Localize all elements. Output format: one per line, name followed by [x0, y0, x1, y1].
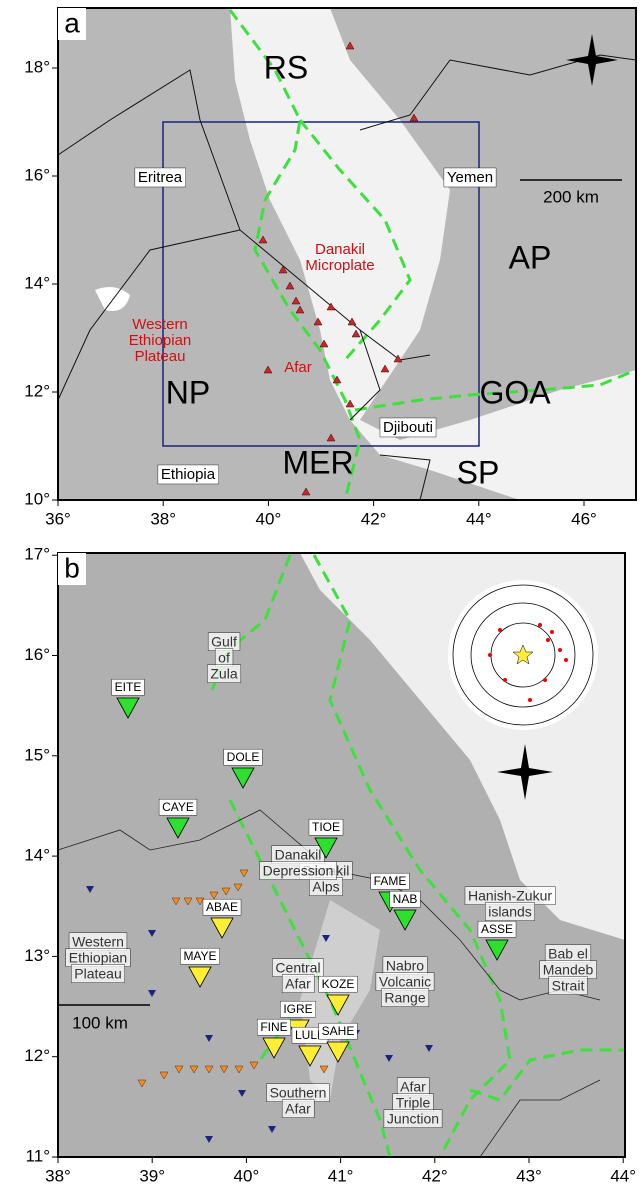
region-label: AP	[509, 239, 552, 275]
label: Hanish-Zukur	[468, 888, 552, 904]
region-label: MER	[282, 444, 353, 480]
label: Afar	[400, 1079, 426, 1095]
label: Danakil	[315, 241, 365, 258]
region-label: GOA	[479, 374, 551, 410]
label: Central	[275, 960, 320, 976]
label: Ethiopia	[161, 466, 216, 483]
label: Microplate	[305, 257, 374, 274]
label: CAYE	[162, 800, 194, 814]
label: Volcanic	[379, 974, 431, 990]
label: TIOE	[312, 820, 340, 834]
label: Alps	[312, 879, 339, 895]
region-label: NP	[166, 374, 210, 410]
label: Strait	[552, 978, 585, 994]
label: Western	[132, 316, 188, 333]
label: ABAE	[206, 900, 238, 914]
label: Southern	[270, 1085, 327, 1101]
scale-label: 200 km	[543, 187, 599, 206]
label: FINE	[260, 1020, 287, 1034]
label: Eritrea	[138, 169, 183, 186]
y-tick-label: 10°	[24, 489, 50, 508]
y-tick-label: 14°	[24, 273, 50, 292]
label: SAHE	[322, 1024, 355, 1038]
label: Mandeb	[543, 962, 594, 978]
x-tick-label: 38°	[45, 1166, 71, 1184]
panel-label: a	[64, 7, 80, 38]
scale-label: 100 km	[72, 1013, 128, 1032]
label: Range	[384, 990, 425, 1006]
label: of	[218, 650, 230, 666]
y-tick-label: 17°	[24, 545, 50, 564]
region-label: RS	[264, 49, 308, 85]
label: Ethiopian	[69, 950, 127, 966]
x-tick-label: 42°	[422, 1166, 448, 1184]
label: DOLE	[227, 750, 260, 764]
x-tick-label: 40°	[234, 1166, 260, 1184]
y-tick-label: 15°	[24, 745, 50, 764]
label: Bab el	[548, 946, 588, 962]
y-tick-label: 16°	[24, 645, 50, 664]
label: Western	[72, 934, 124, 950]
y-tick-label: 12°	[24, 381, 50, 400]
label: NAB	[393, 892, 418, 906]
x-tick-label: 38°	[150, 509, 176, 528]
x-tick-label: 36°	[45, 509, 71, 528]
y-tick-label: 13°	[24, 946, 50, 965]
label: Ethiopian	[129, 332, 192, 349]
region-label: SP	[457, 454, 500, 490]
x-tick-label: 44°	[466, 509, 492, 528]
label: Zula	[210, 666, 237, 682]
x-tick-label: 41°	[328, 1166, 354, 1184]
y-tick-label: 18°	[24, 57, 50, 76]
label: EITE	[115, 680, 142, 694]
label: islands	[488, 904, 532, 920]
label: MAYE	[183, 949, 216, 963]
y-tick-label: 12°	[24, 1046, 50, 1065]
x-tick-label: 44°	[610, 1166, 636, 1184]
label: Junction	[387, 1111, 439, 1127]
y-tick-label: 11°	[26, 1146, 50, 1165]
label: KOZE	[322, 977, 355, 991]
label: Afar	[285, 1101, 311, 1117]
label: Triple	[396, 1095, 431, 1111]
label: Plateau	[74, 966, 121, 982]
y-tick-label: 14°	[24, 846, 50, 865]
label: ASSE	[481, 922, 513, 936]
label: IGRE	[283, 1002, 312, 1016]
y-tick-label: 16°	[24, 165, 50, 184]
label: Plateau	[135, 348, 186, 365]
label: Afar	[284, 359, 312, 376]
label: Afar	[285, 976, 311, 992]
label: Nabro	[386, 958, 424, 974]
x-tick-label: 46°	[571, 509, 597, 528]
panel-label: b	[64, 552, 80, 583]
label: Gulf	[211, 634, 237, 650]
label: Danakil	[275, 847, 322, 863]
figure: a 200 km b 100 km 36° 38° 40° 42° 44° 46° 10° 1…	[0, 0, 642, 1184]
label: Djibouti	[383, 419, 433, 436]
x-tick-label: 40°	[256, 509, 282, 528]
label: FAME	[374, 874, 407, 888]
label: Depression	[263, 863, 334, 879]
x-tick-label: 42°	[361, 509, 387, 528]
x-tick-label: 39°	[139, 1166, 165, 1184]
label: Yemen	[447, 169, 493, 186]
x-tick-label: 43°	[516, 1166, 542, 1184]
